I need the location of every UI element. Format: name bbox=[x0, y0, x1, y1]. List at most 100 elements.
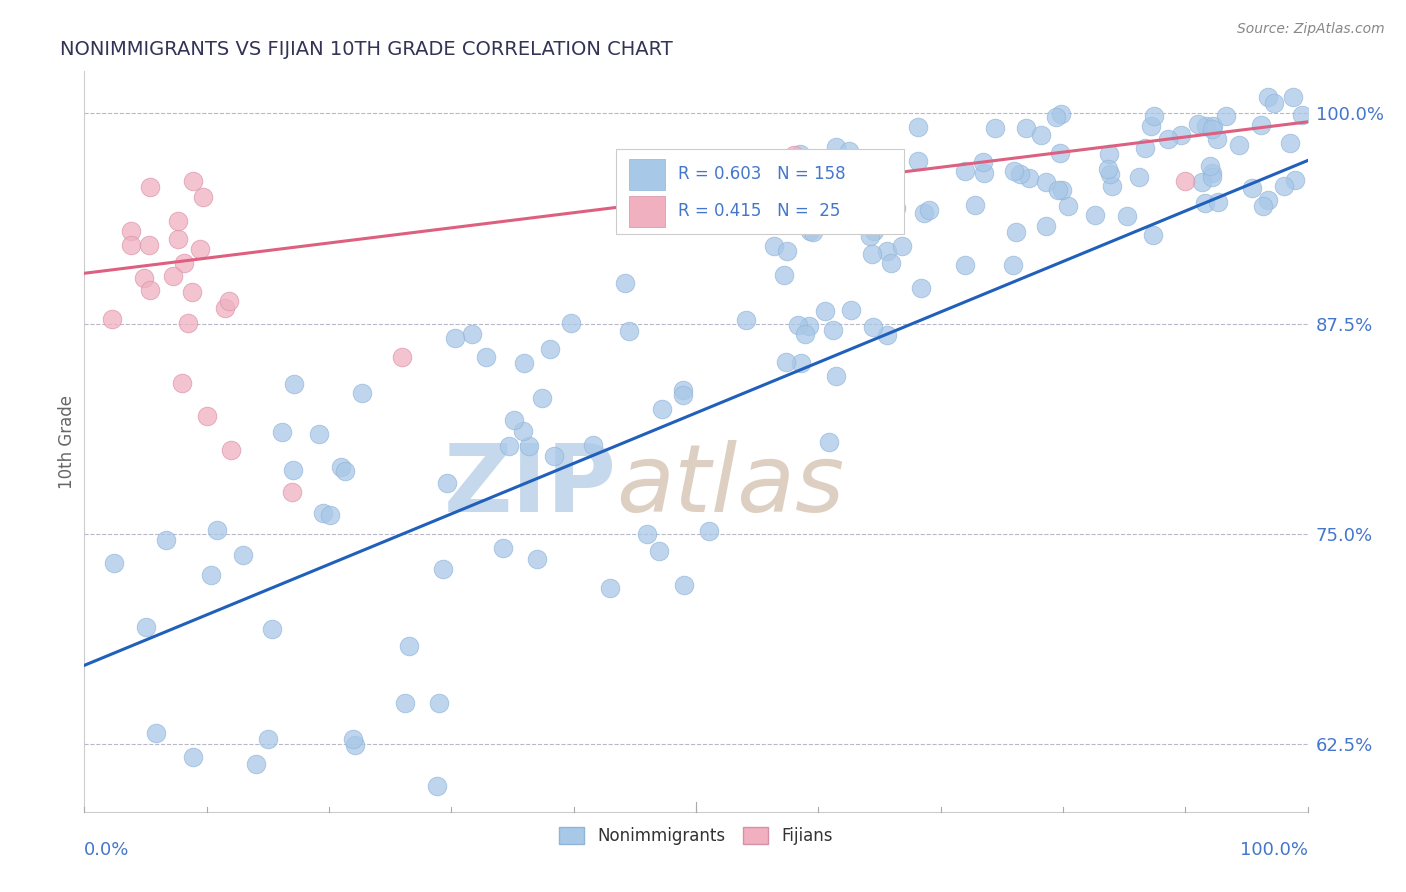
Point bbox=[426, 780, 449, 794]
Text: 0.0%: 0.0% bbox=[84, 841, 129, 859]
Point bbox=[773, 268, 796, 282]
Point bbox=[120, 237, 142, 252]
Text: NONIMMIGRANTS VS FIJIAN 10TH GRADE CORRELATION CHART: NONIMMIGRANTS VS FIJIAN 10TH GRADE CORRE… bbox=[60, 39, 672, 59]
Point bbox=[101, 312, 124, 326]
Point bbox=[560, 316, 582, 330]
Point bbox=[162, 269, 184, 284]
Point bbox=[1251, 199, 1274, 213]
Point bbox=[232, 548, 254, 562]
Point bbox=[200, 568, 222, 582]
Point bbox=[181, 750, 204, 764]
Point bbox=[432, 562, 454, 576]
Point bbox=[953, 258, 976, 272]
Point bbox=[794, 326, 817, 341]
Point bbox=[167, 213, 190, 227]
Point bbox=[787, 318, 810, 332]
Point bbox=[907, 154, 929, 169]
Text: Source: ZipAtlas.com: Source: ZipAtlas.com bbox=[1237, 22, 1385, 37]
Point bbox=[145, 726, 167, 740]
Point bbox=[460, 327, 482, 342]
Point bbox=[498, 439, 520, 453]
Point bbox=[868, 189, 890, 203]
Point bbox=[1116, 209, 1139, 223]
Point bbox=[1097, 161, 1119, 176]
Point bbox=[1052, 183, 1074, 197]
Point bbox=[1194, 196, 1216, 211]
Point bbox=[613, 277, 636, 291]
Point bbox=[1187, 118, 1209, 132]
Point bbox=[1250, 119, 1272, 133]
Point bbox=[699, 524, 721, 538]
Point bbox=[492, 541, 515, 555]
Point bbox=[1240, 181, 1263, 195]
Point bbox=[218, 293, 240, 308]
Point bbox=[1201, 170, 1223, 185]
Point bbox=[963, 197, 986, 211]
Point bbox=[814, 304, 837, 318]
Point bbox=[862, 320, 884, 334]
Point bbox=[1257, 193, 1279, 207]
Point bbox=[582, 437, 605, 451]
Point bbox=[526, 552, 548, 566]
Point bbox=[1135, 141, 1157, 155]
Point bbox=[543, 449, 565, 463]
Point bbox=[503, 413, 526, 427]
Point bbox=[271, 425, 294, 439]
Point bbox=[344, 739, 367, 753]
Point bbox=[436, 475, 458, 490]
Point bbox=[260, 622, 283, 636]
Point bbox=[1170, 128, 1192, 142]
Point bbox=[1263, 95, 1285, 110]
Point bbox=[1142, 227, 1164, 242]
Point bbox=[755, 194, 778, 208]
Text: 100.0%: 100.0% bbox=[1240, 841, 1308, 859]
Point bbox=[789, 168, 811, 182]
Point bbox=[181, 285, 204, 299]
Point bbox=[834, 169, 856, 183]
Point bbox=[538, 342, 561, 356]
Point bbox=[177, 316, 200, 330]
Point bbox=[283, 463, 305, 477]
Point bbox=[166, 232, 188, 246]
Point bbox=[1057, 198, 1080, 212]
Point bbox=[818, 434, 841, 449]
Point bbox=[648, 544, 671, 558]
Point bbox=[172, 376, 194, 390]
Point bbox=[891, 239, 914, 253]
Point bbox=[776, 244, 799, 259]
Point bbox=[1035, 175, 1057, 189]
Point bbox=[789, 147, 811, 161]
Point bbox=[513, 356, 536, 370]
Point bbox=[1098, 146, 1121, 161]
Point bbox=[912, 206, 935, 220]
Point bbox=[749, 161, 772, 176]
Point bbox=[672, 577, 695, 591]
Point bbox=[799, 169, 821, 184]
Point bbox=[1206, 195, 1229, 210]
Point bbox=[1005, 225, 1028, 239]
Point bbox=[1140, 119, 1163, 133]
Point bbox=[1174, 174, 1197, 188]
Point bbox=[846, 163, 869, 178]
Point bbox=[824, 368, 846, 383]
Point bbox=[173, 256, 195, 270]
Point bbox=[825, 139, 848, 153]
Point bbox=[789, 356, 811, 370]
Point bbox=[1002, 164, 1025, 178]
Point bbox=[427, 696, 450, 710]
Point bbox=[335, 464, 357, 478]
Text: R = 0.415   N =  25: R = 0.415 N = 25 bbox=[678, 202, 839, 219]
Point bbox=[391, 351, 413, 365]
Point bbox=[799, 224, 821, 238]
Point bbox=[1202, 119, 1225, 133]
Point bbox=[1201, 166, 1223, 180]
Point bbox=[1215, 109, 1237, 123]
Point bbox=[135, 620, 157, 634]
Point bbox=[972, 154, 994, 169]
Point bbox=[530, 392, 553, 406]
Point bbox=[1257, 89, 1279, 103]
Point bbox=[1050, 107, 1073, 121]
Point bbox=[1002, 258, 1025, 272]
Point bbox=[783, 148, 806, 162]
Bar bbox=[628, 195, 665, 227]
